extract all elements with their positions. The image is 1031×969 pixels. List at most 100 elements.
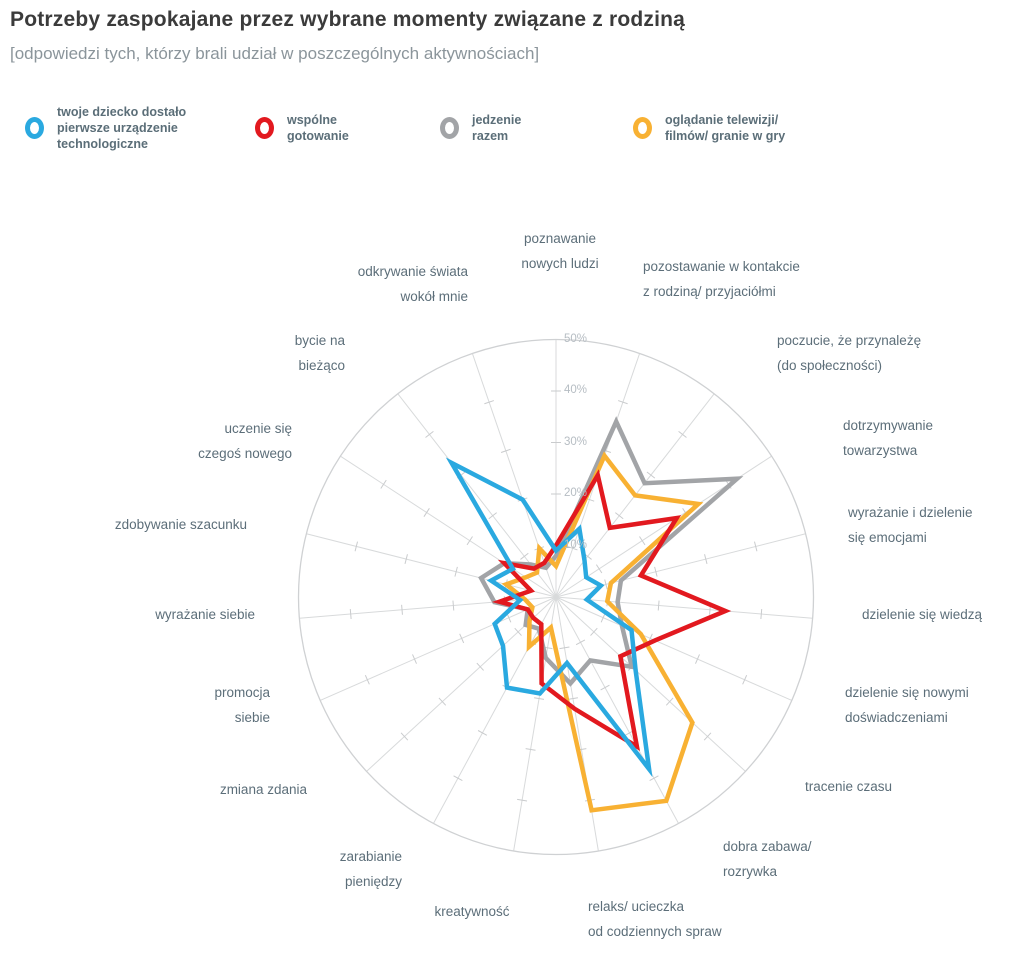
axis-label-2: poczucie, że przynależę (do społeczności… [777, 333, 922, 373]
radar-tick [665, 697, 674, 706]
axis-label-14: wyrażanie siebie [155, 607, 255, 622]
radar-tick [742, 674, 748, 685]
radar-spoke [555, 596, 813, 619]
axis-label-12: zmiana zdania [219, 782, 307, 797]
legend-ring-icon [633, 117, 652, 139]
radar-spoke [306, 533, 557, 598]
axis-label-17: bycie na bieżąco [294, 333, 345, 373]
radar-tick [488, 512, 497, 520]
radar-tick [649, 775, 659, 781]
radar-tick [567, 546, 578, 551]
radar-tick [514, 627, 522, 636]
radar-tick [654, 566, 658, 577]
radar-tick [604, 579, 608, 590]
radial-tick-label-20: 20% [564, 487, 588, 499]
radar-spoke [319, 596, 557, 701]
axis-label-18: odkrywanie świata wokół mnie [357, 264, 468, 304]
legend-label: oglądanie telewizji/ filmów/ granie w gr… [665, 113, 786, 143]
page-title: Potrzeby zaspokajane przez wybrane momen… [10, 8, 686, 31]
radar-tick [639, 536, 646, 546]
radar-tick [380, 479, 387, 489]
radar-tick [534, 697, 545, 700]
radar-tick [704, 554, 708, 565]
radar-tick [484, 400, 495, 405]
radar-tick [590, 627, 598, 636]
radar-tick [453, 775, 463, 781]
axis-label-5: dzielenie się wiedzą [862, 607, 983, 622]
axis-label-6: dzielenie się nowymi doświadczeniami [845, 685, 969, 725]
radar-spoke [433, 596, 557, 824]
series-wsp-lne-gotowanie [491, 469, 732, 752]
radar-tick [760, 608, 763, 620]
radar-tick [459, 633, 465, 644]
legend-ring-icon [25, 117, 44, 139]
legend-item-3: oglądanie telewizji/ filmów/ granie w gr… [633, 100, 785, 156]
legend-label: wspólne gotowanie [287, 113, 349, 143]
radar-tick [477, 730, 488, 736]
chart-legend: twoje dziecko dostało pierwsze urządzeni… [0, 100, 1031, 156]
axis-label-13: promocja siebie [214, 685, 270, 725]
radar-tick [452, 600, 455, 611]
axis-label-11: zarabianie pieniędzy [339, 849, 402, 889]
radar-tick [476, 662, 484, 671]
radar-tick [438, 697, 447, 706]
axis-label-10: kreatywność [434, 904, 510, 919]
axis-label-4: wyrażanie i dzielenie się emocjami [848, 505, 973, 545]
radar-tick [753, 541, 758, 552]
legend-label: jedzenie razem [472, 113, 522, 143]
radial-tick-label-40: 40% [564, 384, 588, 396]
axis-label-7: tracenie czasu [805, 779, 893, 794]
legend-item-0: twoje dziecko dostało pierwsze urządzeni… [25, 100, 186, 156]
radar-tick [364, 674, 370, 685]
radar-tick [559, 646, 570, 650]
radar-tick [600, 612, 606, 623]
radar-tick [567, 697, 578, 700]
radar-tick [423, 508, 430, 517]
radar-tick [615, 512, 624, 520]
legend-ring-icon [255, 117, 274, 139]
radar-spoke [513, 596, 557, 852]
radar-tick [646, 471, 656, 479]
radar-tick [703, 732, 712, 741]
legend-item-1: wspólne gotowanie [255, 100, 349, 156]
radar-tick [657, 600, 660, 611]
legend-item-2: jedzenie razem [440, 100, 521, 156]
radial-tick-label-30: 30% [564, 435, 588, 448]
radar-tick [617, 400, 628, 405]
radar-tick [354, 541, 359, 552]
page-subtitle: [odpowiedzi tych, którzy brali udział w … [10, 44, 540, 63]
radar-tick [466, 536, 473, 546]
series-ogl-danie-telewizji-film-w-granie-w-gry [501, 451, 704, 813]
radar-tick [600, 684, 610, 691]
radar-tick [412, 654, 417, 664]
series-twoje-dziecko-dosta-o-pierwsze-urz-dzenie-technologiczne [445, 457, 653, 778]
axis-label-15: zdobywanie szacunku [114, 517, 247, 532]
radar-tick [695, 654, 700, 664]
axis-label-8: dobra zabawa/ rozrywka [723, 839, 812, 879]
radar-tick [401, 604, 403, 615]
radar-spoke [555, 596, 746, 772]
axis-label-16: uczenie się czegoś nowego [198, 421, 292, 461]
radar-tick [517, 798, 528, 802]
radar-tick [595, 564, 603, 574]
radar-spoke [299, 596, 557, 619]
radar-spoke [340, 455, 557, 598]
radar-tick [525, 748, 536, 751]
radar-spoke [471, 353, 557, 598]
legend-ring-icon [440, 117, 459, 139]
legend-label: twoje dziecko dostało pierwsze urządzeni… [57, 105, 187, 151]
radar-tick [454, 566, 458, 577]
radar-tick [678, 430, 687, 438]
axis-label-1: pozostawanie w kontakcie z rodziną/ przy… [643, 259, 800, 299]
radar-tick [404, 554, 408, 565]
radar-spoke [555, 533, 806, 598]
axis-label-9: relaks/ ucieczka od codziennych spraw [588, 899, 722, 939]
radar-spoke [555, 596, 679, 824]
radial-tick-label-50: 50% [564, 332, 588, 345]
radar-tick [500, 448, 511, 453]
radar-tick [349, 608, 352, 620]
radial-tick-label-10: 10% [564, 538, 588, 551]
radar-tick [575, 639, 586, 646]
axis-label-3: dotrzymywanie towarzystwa [843, 418, 934, 458]
